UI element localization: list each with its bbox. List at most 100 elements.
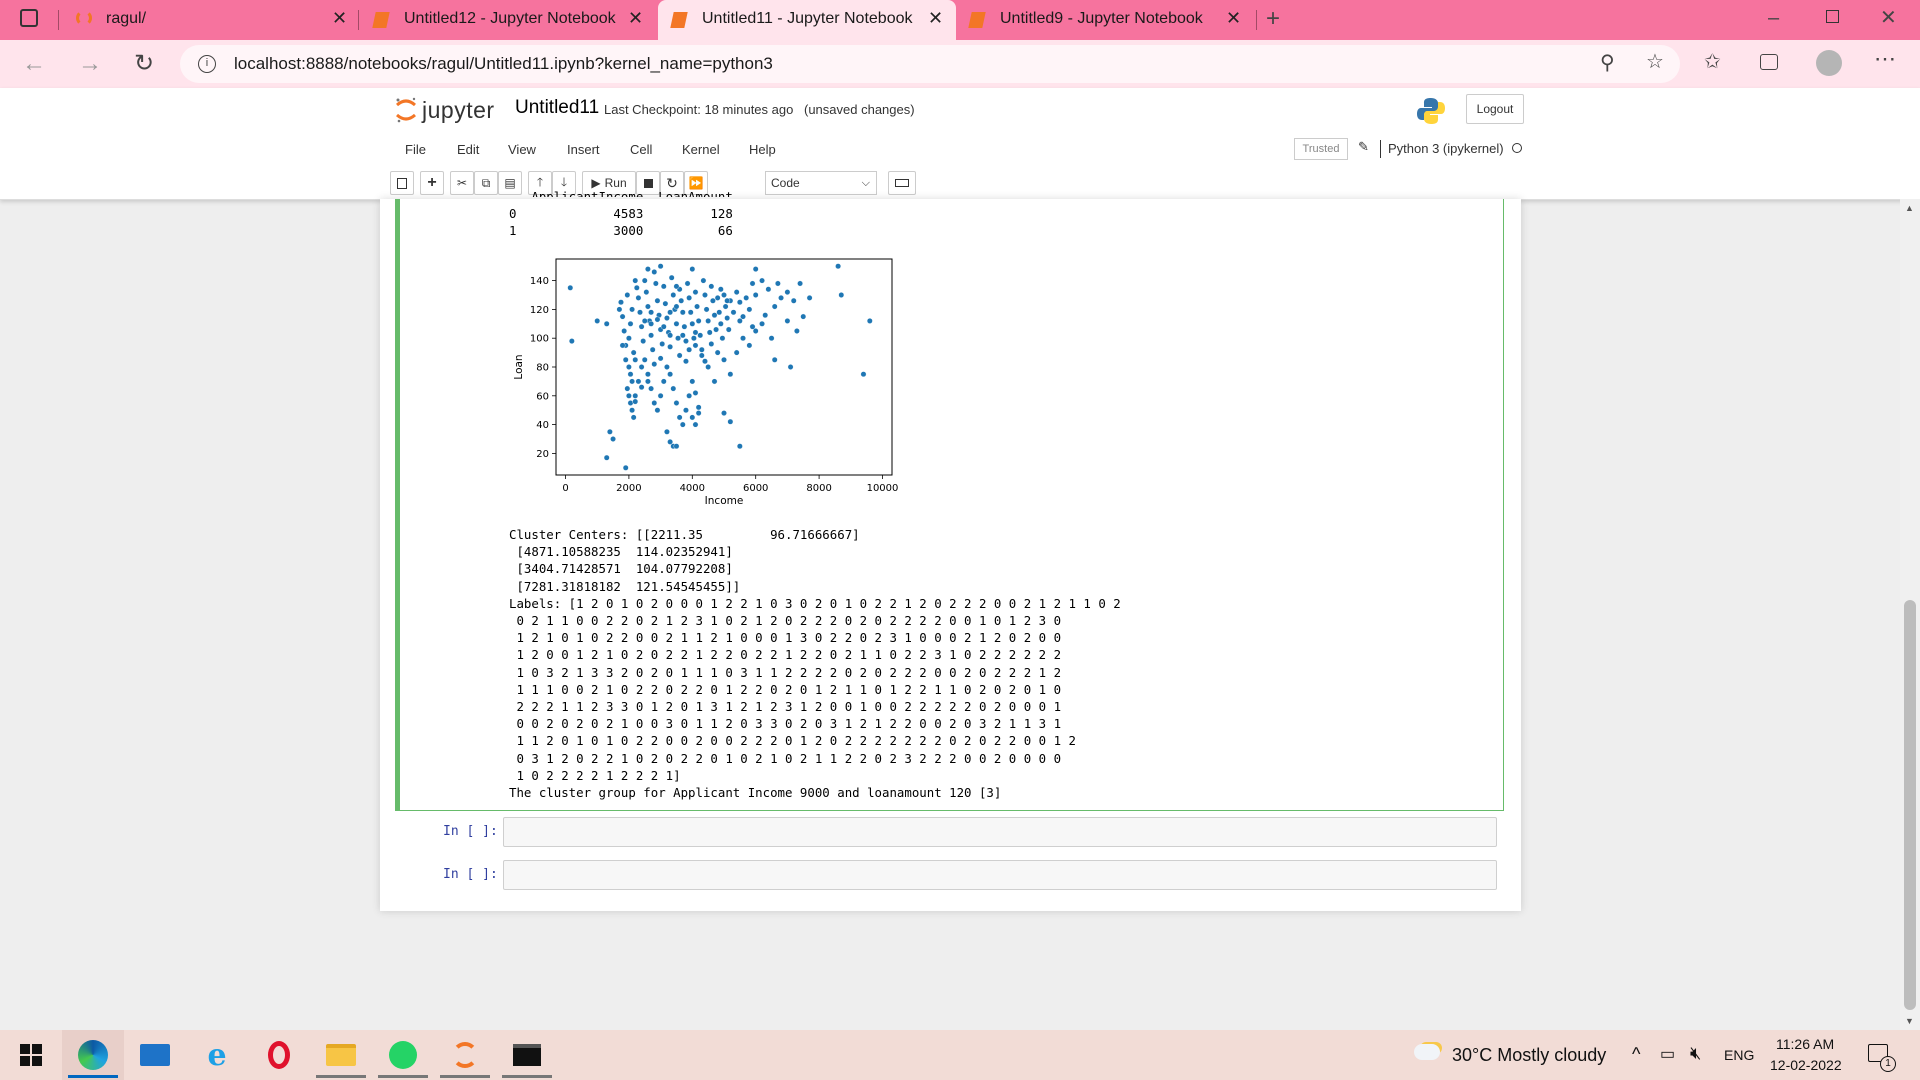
start-button[interactable] — [0, 1030, 62, 1080]
taskbar-jupyter[interactable] — [434, 1030, 496, 1080]
taskbar-terminal[interactable] — [496, 1030, 558, 1080]
taskbar-edge[interactable] — [62, 1030, 124, 1080]
tab-ragul[interactable]: ragul/ ✕ — [60, 0, 356, 40]
close-window-icon[interactable]: ✕ — [1880, 7, 1897, 29]
weather-icon[interactable] — [1414, 1044, 1440, 1060]
copy-button[interactable]: ⧉ — [474, 171, 498, 195]
taskbar-file-explorer[interactable] — [310, 1030, 372, 1080]
notebook-icon — [670, 12, 688, 28]
fast-forward-icon: ⏩ — [688, 176, 704, 190]
restart-run-all-button[interactable]: ⏩ — [684, 171, 708, 195]
zoom-icon[interactable]: ⚲ — [1600, 52, 1615, 74]
data-point — [679, 309, 686, 316]
empty-code-cell[interactable] — [503, 860, 1497, 890]
menu-edit[interactable]: Edit — [457, 142, 480, 157]
paste-button[interactable]: ▤ — [498, 171, 522, 195]
menu-file[interactable]: File — [405, 142, 426, 157]
restart-button[interactable]: ↻ — [660, 171, 684, 195]
empty-code-cell[interactable] — [503, 817, 1497, 847]
data-point — [727, 418, 734, 425]
arrow-down-icon: 🡓 — [560, 174, 568, 189]
notebook-icon — [968, 12, 986, 28]
cut-button[interactable]: ✂ — [450, 171, 474, 195]
clock-date[interactable]: 12-02-2022 — [1770, 1057, 1842, 1073]
scroll-down-icon[interactable]: ▼ — [1905, 1016, 1914, 1026]
tab-untitled11[interactable]: Untitled11 - Jupyter Notebook ✕ — [658, 0, 956, 40]
move-up-button[interactable]: 🡑 — [528, 171, 552, 195]
cell-type-select[interactable]: Code ⌵ — [765, 171, 877, 195]
refresh-icon[interactable]: ↻ — [134, 50, 155, 77]
more-options-icon[interactable]: ⋯ — [1874, 46, 1896, 71]
taskbar-internet-explorer[interactable]: e — [186, 1030, 248, 1080]
close-icon[interactable]: ✕ — [628, 8, 644, 28]
data-point — [668, 274, 675, 281]
data-point — [768, 335, 775, 342]
network-icon[interactable]: ▭ — [1660, 1046, 1676, 1063]
command-palette-button[interactable] — [888, 171, 916, 195]
close-icon[interactable]: ✕ — [332, 8, 348, 28]
insert-cell-button[interactable]: + — [420, 171, 444, 195]
plus-icon: + — [427, 174, 437, 191]
language-indicator[interactable]: ENG — [1724, 1047, 1755, 1063]
site-info-icon[interactable]: i — [198, 55, 216, 73]
minimize-icon[interactable]: – — [1768, 7, 1780, 29]
y-tick-label: 20 — [536, 449, 549, 460]
data-point — [794, 328, 800, 334]
url-text[interactable]: localhost:8888/notebooks/ragul/Untitled1… — [234, 54, 773, 73]
jupyter-logo-icon[interactable] — [394, 96, 418, 124]
menu-view[interactable]: View — [508, 142, 536, 157]
data-point — [664, 364, 670, 370]
data-point — [651, 269, 658, 275]
back-icon[interactable]: ← — [22, 50, 46, 77]
collections-icon[interactable] — [1760, 54, 1778, 70]
data-point — [619, 313, 626, 320]
url-bar[interactable]: i localhost:8888/notebooks/ragul/Untitle… — [180, 45, 1680, 83]
menu-kernel[interactable]: Kernel — [682, 142, 720, 157]
close-icon[interactable]: ✕ — [1226, 8, 1242, 28]
restore-icon[interactable] — [1826, 10, 1839, 23]
scrollbar-thumb[interactable] — [1904, 600, 1916, 1010]
x-tick-label: 6000 — [743, 483, 768, 494]
scroll-up-icon[interactable]: ▲ — [1905, 203, 1914, 213]
forward-icon[interactable]: → — [78, 50, 102, 77]
paste-icon: ▤ — [504, 176, 516, 190]
notebook-name[interactable]: Untitled11 — [515, 97, 600, 118]
favorite-add-icon[interactable]: ☆ — [1646, 51, 1664, 73]
data-point — [633, 284, 640, 291]
clock-time[interactable]: 11:26 AM — [1776, 1036, 1835, 1052]
trusted-indicator[interactable]: Trusted — [1294, 138, 1348, 160]
notification-icon[interactable] — [1868, 1044, 1888, 1062]
jupyter-logo-text[interactable]: jupyter — [422, 97, 495, 123]
favorites-icon[interactable]: ✩ — [1704, 51, 1721, 73]
new-tab-icon[interactable]: + — [1266, 5, 1281, 32]
taskbar-mail[interactable] — [124, 1030, 186, 1080]
weather-text[interactable]: 30°C Mostly cloudy — [1452, 1045, 1607, 1065]
edit-pencil-icon[interactable]: ✎ — [1358, 139, 1369, 154]
close-icon[interactable]: ✕ — [928, 8, 944, 28]
y-tick-label: 80 — [536, 363, 549, 374]
tray-chevron-icon[interactable]: ^ — [1632, 1044, 1641, 1064]
copy-icon: ⧉ — [481, 175, 491, 190]
menu-cell[interactable]: Cell — [630, 142, 653, 157]
volume-muted-icon[interactable]: 🔇︎ — [1690, 1043, 1702, 1063]
tab-untitled9[interactable]: Untitled9 - Jupyter Notebook ✕ — [958, 0, 1254, 40]
profile-avatar-icon[interactable] — [1816, 50, 1842, 76]
selected-code-cell[interactable] — [395, 199, 1504, 811]
data-point — [800, 313, 807, 320]
taskbar-whatsapp[interactable] — [372, 1030, 434, 1080]
tab-actions-icon[interactable] — [20, 9, 38, 27]
data-point — [727, 371, 734, 378]
move-down-button[interactable]: 🡓 — [552, 171, 576, 195]
taskbar-opera[interactable] — [248, 1030, 310, 1080]
menu-insert[interactable]: Insert — [567, 142, 600, 157]
logout-button[interactable]: Logout — [1466, 94, 1524, 124]
y-tick-label: 40 — [536, 420, 549, 431]
menu-help[interactable]: Help — [749, 142, 776, 157]
save-button[interactable] — [390, 171, 414, 195]
data-point — [733, 289, 740, 296]
y-axis-label: Loan — [513, 354, 525, 379]
interrupt-button[interactable] — [636, 171, 660, 195]
run-button[interactable]: ▶ Run — [582, 171, 636, 195]
kernel-name[interactable]: Python 3 (ipykernel) — [1388, 141, 1504, 156]
tab-untitled12[interactable]: Untitled12 - Jupyter Notebook ✕ — [360, 0, 656, 40]
